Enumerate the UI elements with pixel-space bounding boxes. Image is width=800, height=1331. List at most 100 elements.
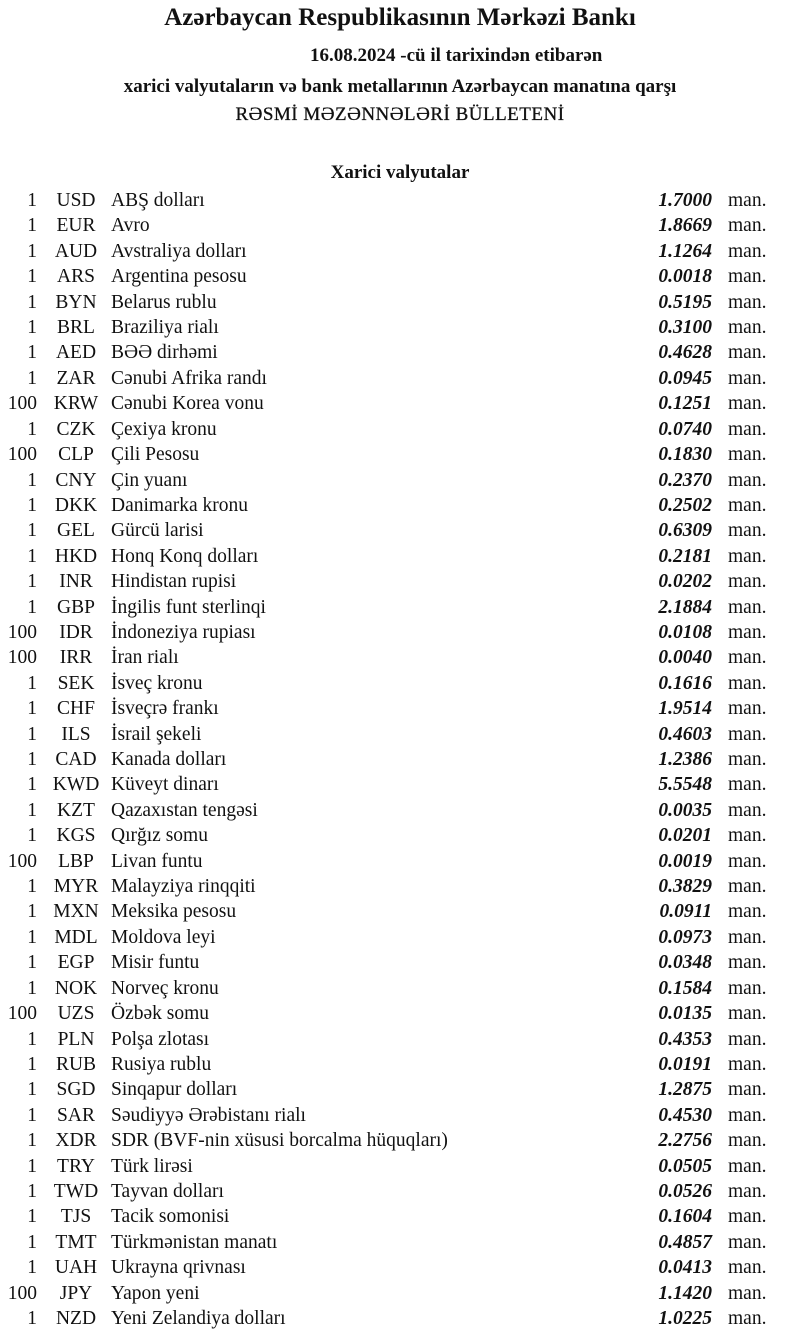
currency-code: ARS bbox=[57, 266, 95, 288]
rate-value: 1.1420 bbox=[658, 1282, 712, 1304]
rate-amount: 1 bbox=[27, 901, 37, 923]
rate-value: 1.7000 bbox=[658, 190, 712, 211]
rate-unit: man. bbox=[728, 876, 767, 898]
rate-amount: 1 bbox=[27, 952, 37, 974]
rate-amount: 100 bbox=[7, 444, 37, 466]
rate-amount: 1 bbox=[27, 317, 37, 339]
currency-code: KRW bbox=[53, 393, 99, 415]
currency-code: UAH bbox=[54, 1257, 98, 1279]
rate-amount: 1 bbox=[27, 926, 37, 948]
rate-amount: 1 bbox=[27, 825, 37, 847]
currency-code: TJS bbox=[60, 1206, 92, 1228]
rate-unit: man. bbox=[728, 1003, 767, 1025]
bulletin-title: RƏSMİ MƏZƏNNƏLƏRİ BÜLLETENİ bbox=[235, 104, 565, 125]
rate-unit: man. bbox=[728, 926, 767, 948]
rate-row: 1 HKD Honq Konq dolları 0.2181 man. bbox=[0, 544, 800, 569]
currency-code: UZS bbox=[57, 1003, 95, 1025]
rate-value: 0.0201 bbox=[658, 825, 712, 847]
rate-unit: man. bbox=[728, 342, 767, 364]
rate-value: 0.0035 bbox=[658, 799, 712, 821]
rate-value: 0.0911 bbox=[659, 901, 712, 923]
rate-unit: man. bbox=[728, 647, 767, 669]
rate-unit: man. bbox=[728, 545, 767, 567]
rate-row: 100 CLP Çili Pesosu 0.1830 man. bbox=[0, 442, 800, 467]
rate-amount: 1 bbox=[27, 1028, 37, 1050]
rate-row: 1 DKK Danimarka kronu 0.2502 man. bbox=[0, 493, 800, 518]
currency-name: Tacik somonisi bbox=[111, 1206, 230, 1228]
rate-amount: 1 bbox=[27, 367, 37, 389]
currency-code: TMT bbox=[55, 1231, 97, 1253]
rate-unit: man. bbox=[728, 215, 767, 237]
rate-value: 0.0413 bbox=[658, 1257, 712, 1279]
rate-value: 1.8669 bbox=[658, 215, 712, 237]
rate-amount: 1 bbox=[27, 494, 37, 516]
currency-name: Polşa zlotası bbox=[111, 1028, 210, 1050]
rate-unit: man. bbox=[728, 1130, 767, 1152]
rate-row: 1 SGD Sinqapur dolları 1.2875 man. bbox=[0, 1077, 800, 1102]
rate-value: 2.2756 bbox=[658, 1130, 712, 1152]
rate-value: 0.0135 bbox=[658, 1003, 712, 1025]
rate-value: 0.0945 bbox=[658, 367, 712, 389]
rate-value: 0.4353 bbox=[658, 1028, 712, 1050]
rate-row: 1 TRY Türk lirəsi 0.0505 man. bbox=[0, 1154, 800, 1179]
currency-code: ILS bbox=[61, 723, 91, 745]
currency-code: PLN bbox=[57, 1028, 95, 1050]
currency-code: KWD bbox=[52, 774, 100, 796]
rate-value: 0.3829 bbox=[658, 876, 712, 898]
page-title: Azərbaycan Respublikasının Mərkəzi Bankı bbox=[164, 4, 636, 31]
rate-amount: 1 bbox=[27, 469, 37, 491]
rate-value: 1.2386 bbox=[658, 749, 712, 771]
rate-unit: man. bbox=[728, 698, 767, 720]
rate-unit: man. bbox=[728, 621, 767, 643]
rate-value: 0.0202 bbox=[658, 571, 712, 593]
rate-row: 1 MYR Malayziya rinqqiti 0.3829 man. bbox=[0, 874, 800, 899]
rate-amount: 1 bbox=[27, 342, 37, 364]
currency-name: Çili Pesosu bbox=[111, 444, 200, 466]
rate-amount: 1 bbox=[27, 799, 37, 821]
currency-name: İran rialı bbox=[111, 647, 179, 669]
currency-code: NOK bbox=[54, 977, 98, 999]
rate-value: 0.0040 bbox=[658, 647, 712, 669]
currency-name: Yapon yeni bbox=[111, 1282, 200, 1304]
currency-name: Cənubi Korea vonu bbox=[111, 393, 264, 415]
rate-unit: man. bbox=[728, 444, 767, 466]
rate-unit: man. bbox=[728, 723, 767, 745]
rate-value: 1.1264 bbox=[658, 240, 712, 262]
rate-row: 1 RUB Rusiya rublu 0.0191 man. bbox=[0, 1052, 800, 1077]
rate-row: 1 AED BƏƏ dirhəmi 0.4628 man. bbox=[0, 340, 800, 365]
currency-name: SDR (BVF-nin xüsusi borcalma hüquqları) bbox=[111, 1130, 448, 1152]
rate-row: 100 KRW Cənubi Korea vonu 0.1251 man. bbox=[0, 391, 800, 416]
rate-unit: man. bbox=[728, 977, 767, 999]
rate-row: 1 ARS Argentina pesosu 0.0018 man. bbox=[0, 264, 800, 289]
rate-row: 1 ILS İsrail şekeli 0.4603 man. bbox=[0, 722, 800, 747]
rate-amount: 1 bbox=[27, 1130, 37, 1152]
currency-code: SEK bbox=[57, 672, 95, 694]
rate-amount: 1 bbox=[27, 190, 37, 211]
currency-name: Tayvan dolları bbox=[111, 1180, 224, 1202]
rate-row: 1 TJS Tacik somonisi 0.1604 man. bbox=[0, 1204, 800, 1229]
currency-name: Honq Konq dolları bbox=[111, 545, 259, 567]
rate-amount: 1 bbox=[27, 520, 37, 542]
rate-value: 0.0973 bbox=[658, 926, 712, 948]
rate-row: 1 NOK Norveç kronu 0.1584 man. bbox=[0, 976, 800, 1001]
currency-code: GEL bbox=[57, 520, 95, 542]
rate-row: 1 CZK Çexiya kronu 0.0740 man. bbox=[0, 417, 800, 442]
section-heading: Xarici valyutalar bbox=[330, 162, 470, 183]
currency-code: JPY bbox=[59, 1282, 93, 1304]
currency-name: Moldova leyi bbox=[111, 926, 216, 948]
currency-code: CLP bbox=[58, 444, 94, 466]
rate-value: 0.1584 bbox=[658, 977, 712, 999]
rate-amount: 1 bbox=[27, 1053, 37, 1075]
rate-amount: 1 bbox=[27, 291, 37, 313]
rate-row: 100 LBP Livan funtu 0.0019 man. bbox=[0, 849, 800, 874]
rate-row: 1 TMT Türkmənistan manatı 0.4857 man. bbox=[0, 1230, 800, 1255]
rate-value: 0.0526 bbox=[658, 1180, 712, 1202]
rate-value: 0.5195 bbox=[658, 291, 712, 313]
currency-code: MYR bbox=[53, 876, 99, 898]
rate-unit: man. bbox=[728, 672, 767, 694]
rate-row: 1 PLN Polşa zlotası 0.4353 man. bbox=[0, 1027, 800, 1052]
rate-value: 0.6309 bbox=[658, 520, 712, 542]
rate-amount: 1 bbox=[27, 672, 37, 694]
currency-name: BƏƏ dirhəmi bbox=[111, 342, 218, 364]
currency-code: CHF bbox=[57, 698, 95, 720]
